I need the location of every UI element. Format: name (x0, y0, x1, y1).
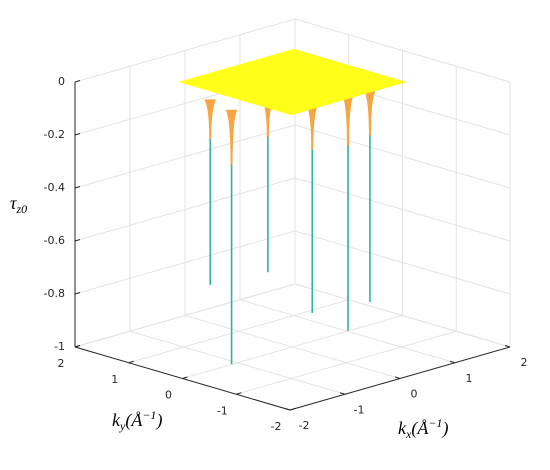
z-tick (74, 239, 81, 242)
x-tick (449, 360, 456, 364)
spike-top (225, 109, 238, 166)
z-tick-label: -0.8 (44, 287, 65, 300)
x-tick (284, 408, 291, 411)
grid-line (74, 124, 296, 189)
z-tick-label: -0.4 (44, 181, 65, 194)
spike-top (204, 99, 217, 141)
x-tick-label: -1 (354, 403, 365, 416)
grid-line (294, 230, 511, 295)
y-tick (74, 345, 81, 348)
spike-top (341, 95, 354, 147)
y-tick (289, 408, 296, 411)
x-tick (504, 345, 511, 348)
y-tick-label: 0 (165, 389, 172, 402)
spike-top (306, 104, 319, 151)
spike-top (363, 90, 376, 137)
x-tick-label: -2 (299, 419, 310, 432)
spike-top (261, 99, 274, 138)
y-tick-label: 2 (58, 357, 65, 370)
x-tick-label: 0 (411, 388, 418, 401)
x-tick-label: 1 (466, 372, 473, 385)
z-tick-label: -1 (54, 340, 65, 353)
surface (178, 48, 407, 116)
z-tick-label: -0.2 (44, 128, 65, 141)
grid-line (294, 18, 511, 83)
grid-line (74, 283, 296, 348)
grid-line (236, 330, 457, 395)
grid-line (74, 177, 296, 242)
z-tick (74, 292, 81, 295)
grid-line (294, 124, 511, 189)
x-tick (394, 376, 401, 379)
y-tick-label: 1 (111, 373, 118, 386)
x-tick-label: 2 (521, 356, 528, 369)
y-tick-label: -2 (271, 420, 282, 433)
grid-line (74, 18, 296, 83)
y-tick-label: -1 (217, 404, 228, 417)
z-axis-label: τz0 (10, 193, 27, 216)
y-tick (128, 360, 134, 364)
z-tick-label: 0 (58, 75, 65, 88)
z-tick-label: -0.6 (44, 234, 65, 247)
grid-line (294, 283, 511, 348)
y-tick (182, 376, 188, 379)
z-tick (74, 186, 81, 189)
z-tick (74, 80, 81, 83)
y-tick (236, 392, 242, 395)
grid-line (74, 230, 296, 295)
z-tick (74, 133, 81, 136)
x-axis-label: kx(Å−1) (398, 416, 448, 441)
y-axis-label: ky(Å−1) (112, 408, 162, 433)
grid-line (294, 177, 511, 242)
x-tick (339, 392, 346, 395)
grid-line (182, 315, 403, 379)
